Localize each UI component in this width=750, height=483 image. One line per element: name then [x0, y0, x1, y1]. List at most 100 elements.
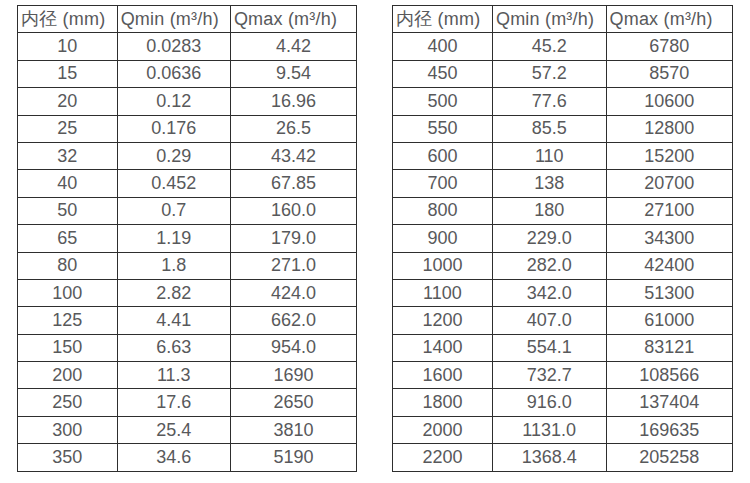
table-cell: 954.0	[230, 334, 356, 361]
table-cell: 179.0	[230, 225, 356, 252]
table-cell: 15200	[606, 142, 733, 169]
table-cell: 600	[393, 142, 493, 169]
table-cell: 2000	[393, 416, 493, 443]
table-row: 150.06369.54	[18, 60, 357, 87]
column-header: 内径 (mm)	[18, 6, 118, 33]
table-cell: 108566	[606, 362, 733, 389]
table-cell: 450	[393, 60, 493, 87]
table-row: 651.19179.0	[18, 225, 357, 252]
table-row: 500.7160.0	[18, 197, 357, 224]
table-cell: 271.0	[230, 252, 356, 279]
table-cell: 51300	[606, 279, 733, 306]
table-row: 1200407.061000	[393, 307, 733, 334]
table-cell: 160.0	[230, 197, 356, 224]
table-cell: 916.0	[492, 389, 606, 416]
table-cell: 205258	[606, 444, 733, 471]
table-cell: 250	[18, 389, 118, 416]
column-header: Qmin (m³/h)	[117, 6, 230, 33]
table-cell: 662.0	[230, 307, 356, 334]
table-cell: 80	[18, 252, 118, 279]
table-cell: 15	[18, 60, 118, 87]
table-row: 1600732.7108566	[393, 362, 733, 389]
table-row: 1800916.0137404	[393, 389, 733, 416]
column-header: Qmax (m³/h)	[230, 6, 356, 33]
table-cell: 424.0	[230, 279, 356, 306]
table-cell: 45.2	[492, 33, 606, 60]
table-cell: 1000	[393, 252, 493, 279]
table-cell: 169635	[606, 416, 733, 443]
table-row: 30025.43810	[18, 416, 357, 443]
table-cell: 350	[18, 444, 118, 471]
table-cell: 0.29	[117, 142, 230, 169]
table-cell: 57.2	[492, 60, 606, 87]
table-cell: 1100	[393, 279, 493, 306]
table-cell: 180	[492, 197, 606, 224]
table-cell: 0.452	[117, 170, 230, 197]
flow-table-small-diameters: 内径 (mm)Qmin (m³/h)Qmax (m³/h)100.02834.4…	[17, 5, 357, 472]
table-cell: 400	[393, 33, 493, 60]
table-row: 400.45267.85	[18, 170, 357, 197]
table-row: 50077.610600	[393, 88, 733, 115]
table-cell: 26.5	[230, 115, 356, 142]
table-cell: 282.0	[492, 252, 606, 279]
table-row: 1400554.183121	[393, 334, 733, 361]
table-row: 25017.62650	[18, 389, 357, 416]
table-row: 22001368.4205258	[393, 444, 733, 471]
table-cell: 0.176	[117, 115, 230, 142]
table-cell: 25.4	[117, 416, 230, 443]
table-cell: 1200	[393, 307, 493, 334]
table-cell: 12800	[606, 115, 733, 142]
table-cell: 17.6	[117, 389, 230, 416]
table-cell: 900	[393, 225, 493, 252]
table-row: 45057.28570	[393, 60, 733, 87]
table-cell: 800	[393, 197, 493, 224]
table-cell: 0.0636	[117, 60, 230, 87]
table-row: 1002.82424.0	[18, 279, 357, 306]
header-row: 内径 (mm)Qmin (m³/h)Qmax (m³/h)	[18, 6, 357, 33]
header-row: 内径 (mm)Qmin (m³/h)Qmax (m³/h)	[393, 6, 733, 33]
table-cell: 300	[18, 416, 118, 443]
table-cell: 150	[18, 334, 118, 361]
table-cell: 1600	[393, 362, 493, 389]
table-cell: 10	[18, 33, 118, 60]
table-row: 35034.65190	[18, 444, 357, 471]
table-cell: 25	[18, 115, 118, 142]
table-cell: 137404	[606, 389, 733, 416]
table-cell: 6.63	[117, 334, 230, 361]
table-row: 1000282.042400	[393, 252, 733, 279]
table-cell: 732.7	[492, 362, 606, 389]
table-cell: 67.85	[230, 170, 356, 197]
table-cell: 65	[18, 225, 118, 252]
table-row: 320.2943.42	[18, 142, 357, 169]
table-row: 1506.63954.0	[18, 334, 357, 361]
table-row: 801.8271.0	[18, 252, 357, 279]
flow-table-large-diameters: 内径 (mm)Qmin (m³/h)Qmax (m³/h)40045.26780…	[392, 5, 733, 472]
table-row: 1100342.051300	[393, 279, 733, 306]
table-cell: 6780	[606, 33, 733, 60]
table-cell: 3810	[230, 416, 356, 443]
table-cell: 10600	[606, 88, 733, 115]
table-row: 20001131.0169635	[393, 416, 733, 443]
table-cell: 500	[393, 88, 493, 115]
table-row: 1254.41662.0	[18, 307, 357, 334]
table-cell: 200	[18, 362, 118, 389]
table-cell: 700	[393, 170, 493, 197]
table-cell: 43.42	[230, 142, 356, 169]
table-cell: 342.0	[492, 279, 606, 306]
column-header: Qmax (m³/h)	[606, 6, 733, 33]
table-cell: 34.6	[117, 444, 230, 471]
table-cell: 8570	[606, 60, 733, 87]
table-row: 55085.512800	[393, 115, 733, 142]
table-cell: 554.1	[492, 334, 606, 361]
table-row: 40045.26780	[393, 33, 733, 60]
table-cell: 42400	[606, 252, 733, 279]
table-row: 200.1216.96	[18, 88, 357, 115]
page: 内径 (mm)Qmin (m³/h)Qmax (m³/h)100.02834.4…	[0, 0, 750, 483]
table-cell: 138	[492, 170, 606, 197]
column-header: 内径 (mm)	[393, 6, 493, 33]
table-row: 900229.034300	[393, 225, 733, 252]
table-cell: 40	[18, 170, 118, 197]
table-cell: 0.7	[117, 197, 230, 224]
table-cell: 4.42	[230, 33, 356, 60]
table-cell: 407.0	[492, 307, 606, 334]
